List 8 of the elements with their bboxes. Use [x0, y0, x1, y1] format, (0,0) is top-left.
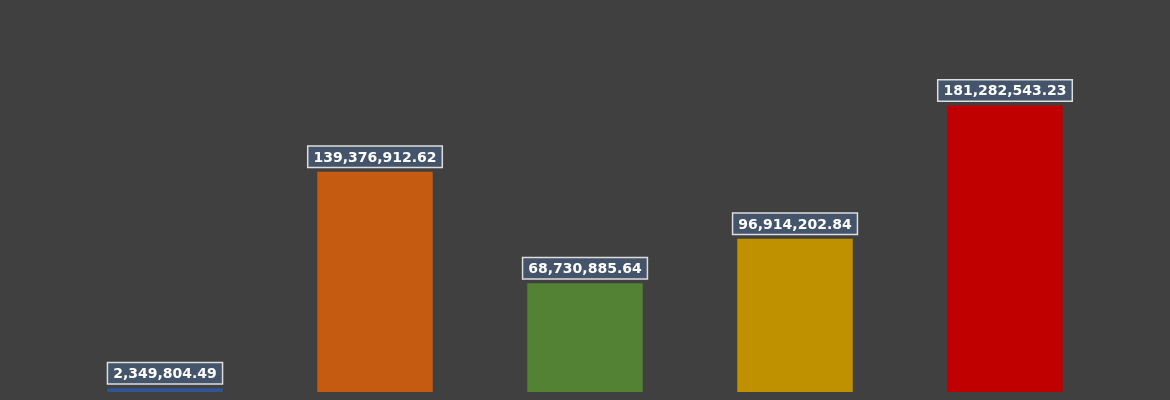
data-label: 96,914,202.84 — [738, 215, 852, 232]
data-label: 181,282,543.23 — [943, 82, 1067, 99]
bar — [947, 105, 1063, 392]
data-label: 139,376,912.62 — [313, 148, 437, 165]
bar — [107, 388, 223, 392]
data-label: 2,349,804.49 — [113, 365, 217, 382]
bar — [527, 283, 643, 392]
data-label: 68,730,885.64 — [528, 260, 642, 277]
